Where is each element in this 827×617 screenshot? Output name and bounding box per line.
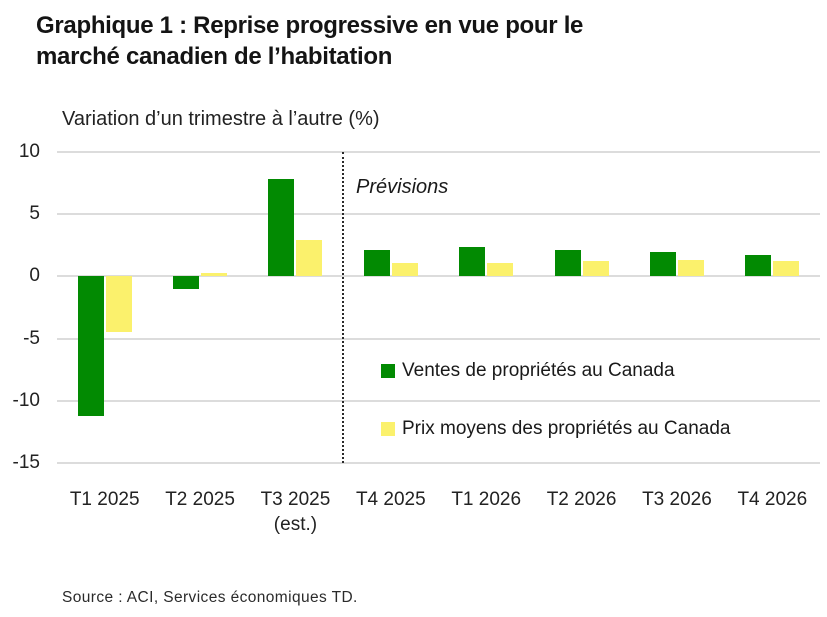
plot-area: Prévisions Ventes de propriétés au Canad… [12, 141, 820, 537]
bar-ventes-t4-2026 [745, 255, 772, 277]
bar-prix-t4-2025 [391, 262, 418, 277]
x-tick-label-t2-2025: T2 2025 [165, 489, 235, 510]
x-tick-label-t1-2026: T1 2026 [451, 489, 522, 510]
x-tick-label-t4-2026: T4 2026 [737, 489, 808, 510]
x-tick-label-t1-2025: T1 2025 [69, 489, 140, 510]
bar-ventes-t2-2025 [173, 276, 200, 289]
bar-ventes-t3-2025 [268, 179, 295, 277]
legend-label-ventes: Ventes de propriétés au Canada [402, 360, 675, 381]
legend-item-prix: Prix moyens des propriétés au Canada [381, 418, 730, 440]
x-tick-t2-2025: T2 2025 [152, 487, 248, 512]
bar-ventes-t1-2025 [77, 276, 104, 416]
y-tick-label--10: -10 [12, 389, 40, 411]
legend-item-ventes: Ventes de propriétés au Canada [381, 360, 675, 382]
bar-ventes-t3-2026 [649, 251, 676, 277]
x-tick-t1-2026: T1 2026 [438, 487, 534, 512]
legend-label-prix: Prix moyens des propriétés au Canada [402, 418, 731, 439]
gridline-y-5 [57, 213, 820, 216]
source-note: Source : ACI, Services économiques TD. [62, 589, 358, 606]
bar-ventes-t1-2026 [459, 246, 486, 277]
x-tick-note-t3-2025: (est.) [273, 514, 318, 535]
x-tick-t3-2026: T3 2026 [629, 487, 725, 512]
y-tick-label--5: -5 [23, 327, 40, 349]
bar-prix-t3-2026 [677, 260, 704, 277]
gridline-y--10 [57, 399, 820, 402]
x-tick-t1-2025: T1 2025 [57, 487, 153, 512]
x-tick-t4-2025: T4 2025 [343, 487, 439, 512]
bar-ventes-t4-2025 [363, 250, 390, 277]
bar-prix-t1-2025 [105, 276, 132, 333]
bar-prix-t3-2025 [296, 240, 323, 277]
x-tick-t3-2025: T3 2025 (est.) [247, 487, 343, 537]
legend-swatch-yellow [381, 422, 395, 436]
gridline-y--5 [57, 337, 820, 340]
legend-swatch-green [381, 364, 395, 378]
axis-unit-label: Variation d’un trimestre à l’autre (%) [62, 108, 380, 130]
bar-prix-t4-2026 [773, 261, 800, 277]
gridline-y-0 [57, 275, 820, 278]
x-tick-label-t2-2026: T2 2026 [546, 489, 617, 510]
x-tick-label-t4-2025: T4 2025 [355, 489, 426, 510]
forecast-separator-line [342, 152, 345, 463]
forecast-annotation: Prévisions [356, 176, 449, 198]
bar-ventes-t2-2026 [554, 250, 581, 277]
y-tick-label-0: 0 [29, 265, 40, 287]
x-tick-label-t3-2026: T3 2026 [642, 489, 712, 510]
bar-prix-t2-2026 [582, 261, 609, 277]
chart-title-line2: marché canadien de l’habitation [36, 43, 393, 70]
bar-prix-t1-2026 [487, 262, 514, 277]
y-tick-label--15: -15 [12, 452, 40, 473]
chart-title-line1: Graphique 1 : Reprise progressive en vue… [36, 12, 584, 39]
bar-prix-t2-2025 [201, 272, 228, 277]
gridline-y--15 [57, 462, 820, 464]
y-tick-label-5: 5 [29, 203, 40, 225]
gridline-y-10 [57, 151, 820, 153]
x-tick-t2-2026: T2 2026 [534, 487, 630, 512]
x-tick-label-t3-2025: T3 2025 [260, 489, 331, 510]
chart-title: Graphique 1 : Reprise progressive en vue… [36, 10, 583, 72]
x-tick-t4-2026: T4 2026 [724, 487, 820, 512]
y-tick-label-10: 10 [18, 141, 40, 162]
